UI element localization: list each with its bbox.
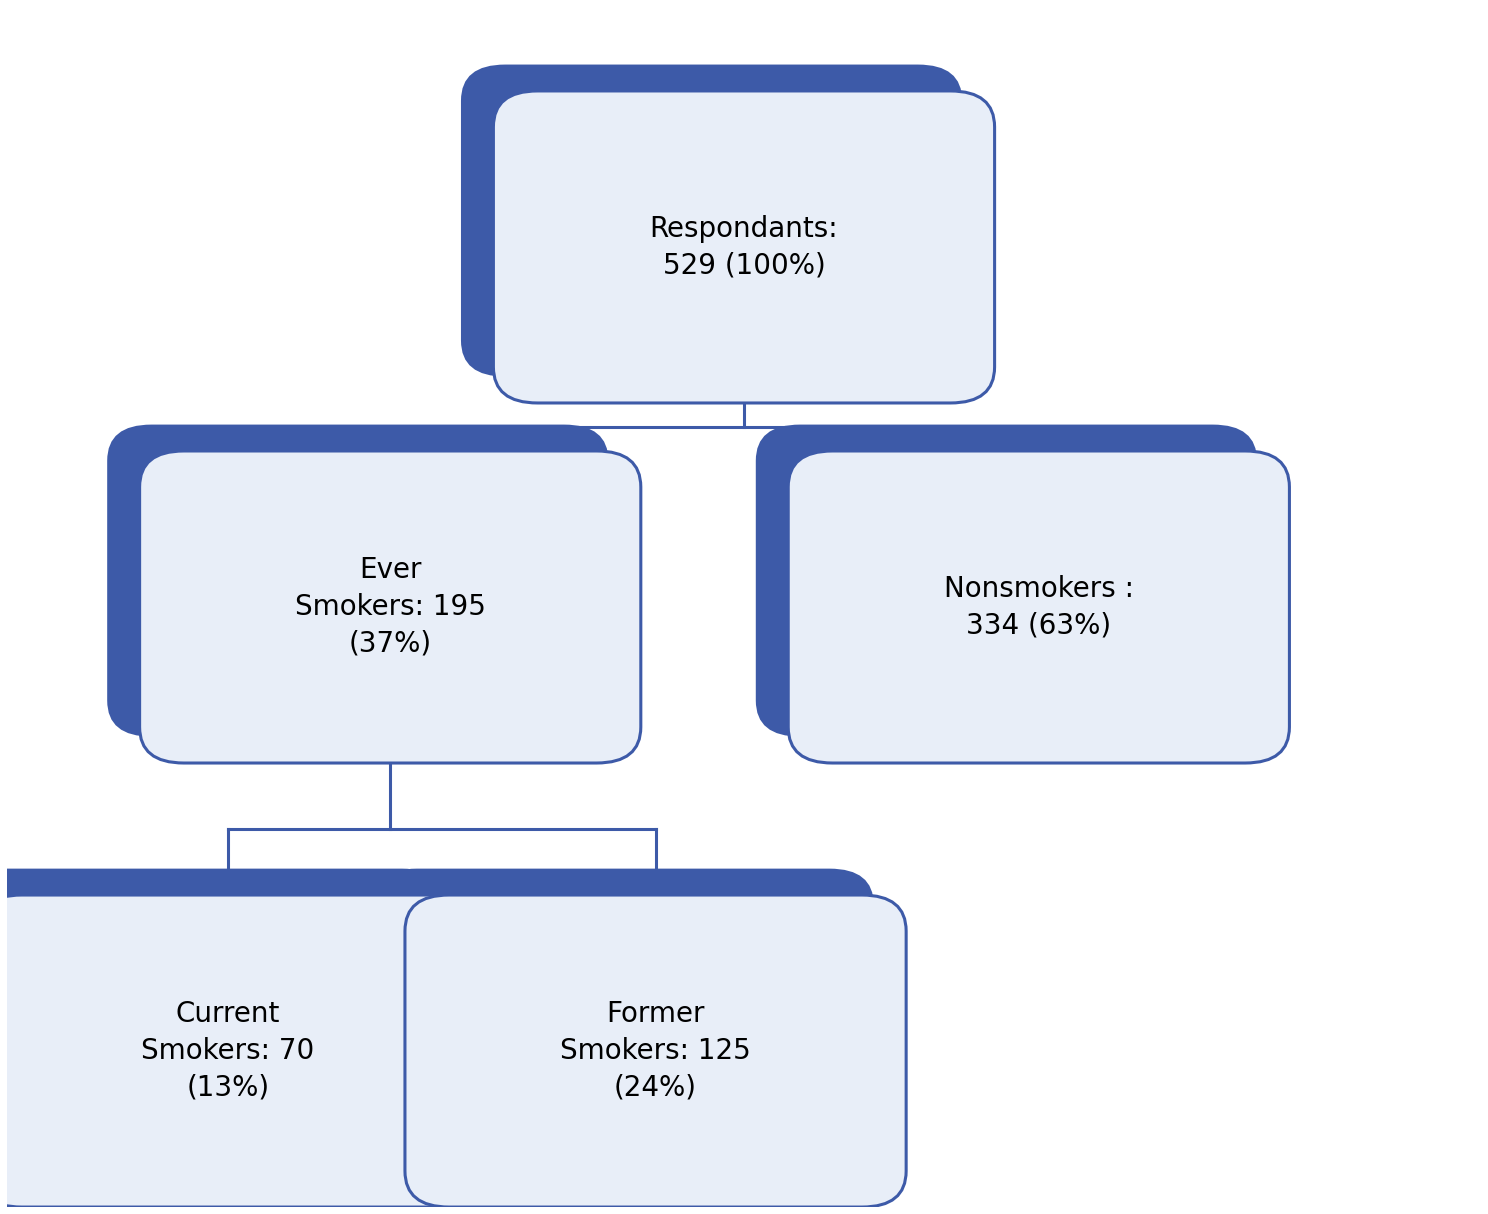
Text: Respondants:
529 (100%): Respondants: 529 (100%): [650, 215, 838, 279]
FancyBboxPatch shape: [405, 895, 906, 1207]
FancyBboxPatch shape: [494, 91, 994, 403]
FancyBboxPatch shape: [0, 895, 479, 1207]
Text: Nonsmokers :
334 (63%): Nonsmokers : 334 (63%): [943, 574, 1134, 640]
FancyBboxPatch shape: [0, 869, 446, 1181]
Text: Ever
Smokers: 195
(37%): Ever Smokers: 195 (37%): [295, 556, 485, 658]
FancyBboxPatch shape: [107, 425, 609, 737]
FancyBboxPatch shape: [372, 869, 873, 1181]
FancyBboxPatch shape: [461, 64, 963, 376]
Text: Current
Smokers: 70
(13%): Current Smokers: 70 (13%): [141, 1000, 314, 1102]
Text: Former
Smokers: 125
(24%): Former Smokers: 125 (24%): [559, 1000, 751, 1102]
FancyBboxPatch shape: [789, 450, 1290, 764]
FancyBboxPatch shape: [140, 450, 641, 764]
FancyBboxPatch shape: [756, 425, 1257, 737]
